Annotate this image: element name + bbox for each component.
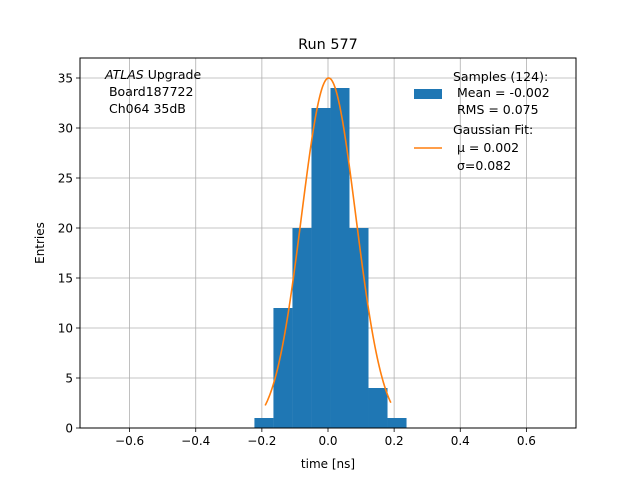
annotation-upgrade: Upgrade (144, 67, 202, 82)
gaussian-fit-curve (264, 77, 392, 406)
annotation-line-1: ATLAS Upgrade (104, 67, 201, 82)
histogram-bar (368, 388, 388, 428)
histogram-bar (292, 228, 312, 428)
histogram-bar (254, 418, 274, 428)
x-axis-label: time [ns] (301, 457, 355, 471)
y-tick-label: 5 (65, 371, 73, 385)
histogram-bar (311, 108, 331, 428)
x-tick-label: 0.2 (385, 434, 404, 448)
y-tick-label: 20 (58, 221, 73, 235)
x-axis-ticks: −0.6 −0.4 −0.2 0.0 0.2 0.4 0.6 (115, 428, 536, 448)
y-tick-label: 15 (58, 271, 73, 285)
chart-title: Run 577 (298, 37, 358, 53)
fit-curve-line (264, 77, 392, 406)
legend-histogram-swatch (414, 89, 442, 99)
histogram-bar (273, 308, 293, 428)
histogram-bar (387, 418, 407, 428)
legend-fit-label: Gaussian Fit: (453, 122, 533, 137)
y-tick-label: 10 (58, 321, 73, 335)
annotation-channel: Ch064 35dB (105, 101, 186, 116)
histogram-bars (254, 88, 407, 428)
atlas-annotation: ATLAS Upgrade Board187722 Ch064 35dB (104, 67, 201, 116)
y-tick-label: 35 (58, 71, 73, 85)
annotation-board: Board187722 (105, 84, 193, 99)
legend-sigma-label: σ=0.082 (453, 158, 511, 173)
x-tick-label: −0.6 (115, 434, 144, 448)
legend: Samples (124): Mean = -0.002 RMS = 0.075… (414, 69, 550, 173)
x-tick-label: −0.2 (247, 434, 276, 448)
y-tick-label: 25 (58, 171, 73, 185)
legend-samples-label: Samples (124): (453, 69, 548, 84)
annotation-atlas: ATLAS (104, 67, 144, 82)
legend-rms-label: RMS = 0.075 (453, 102, 539, 117)
x-tick-label: 0.0 (318, 434, 337, 448)
histogram-bar (330, 88, 350, 428)
histogram-bar (349, 228, 369, 428)
x-tick-label: −0.4 (181, 434, 210, 448)
legend-mean-label: Mean = -0.002 (453, 85, 550, 100)
y-tick-label: 0 (65, 421, 73, 435)
y-axis-ticks: 0 5 10 15 20 25 30 35 (58, 71, 80, 435)
y-tick-label: 30 (58, 121, 73, 135)
x-tick-label: 0.4 (451, 434, 470, 448)
x-tick-label: 0.6 (517, 434, 536, 448)
legend-mu-label: μ = 0.002 (453, 140, 519, 155)
y-axis-label: Entries (33, 222, 47, 264)
